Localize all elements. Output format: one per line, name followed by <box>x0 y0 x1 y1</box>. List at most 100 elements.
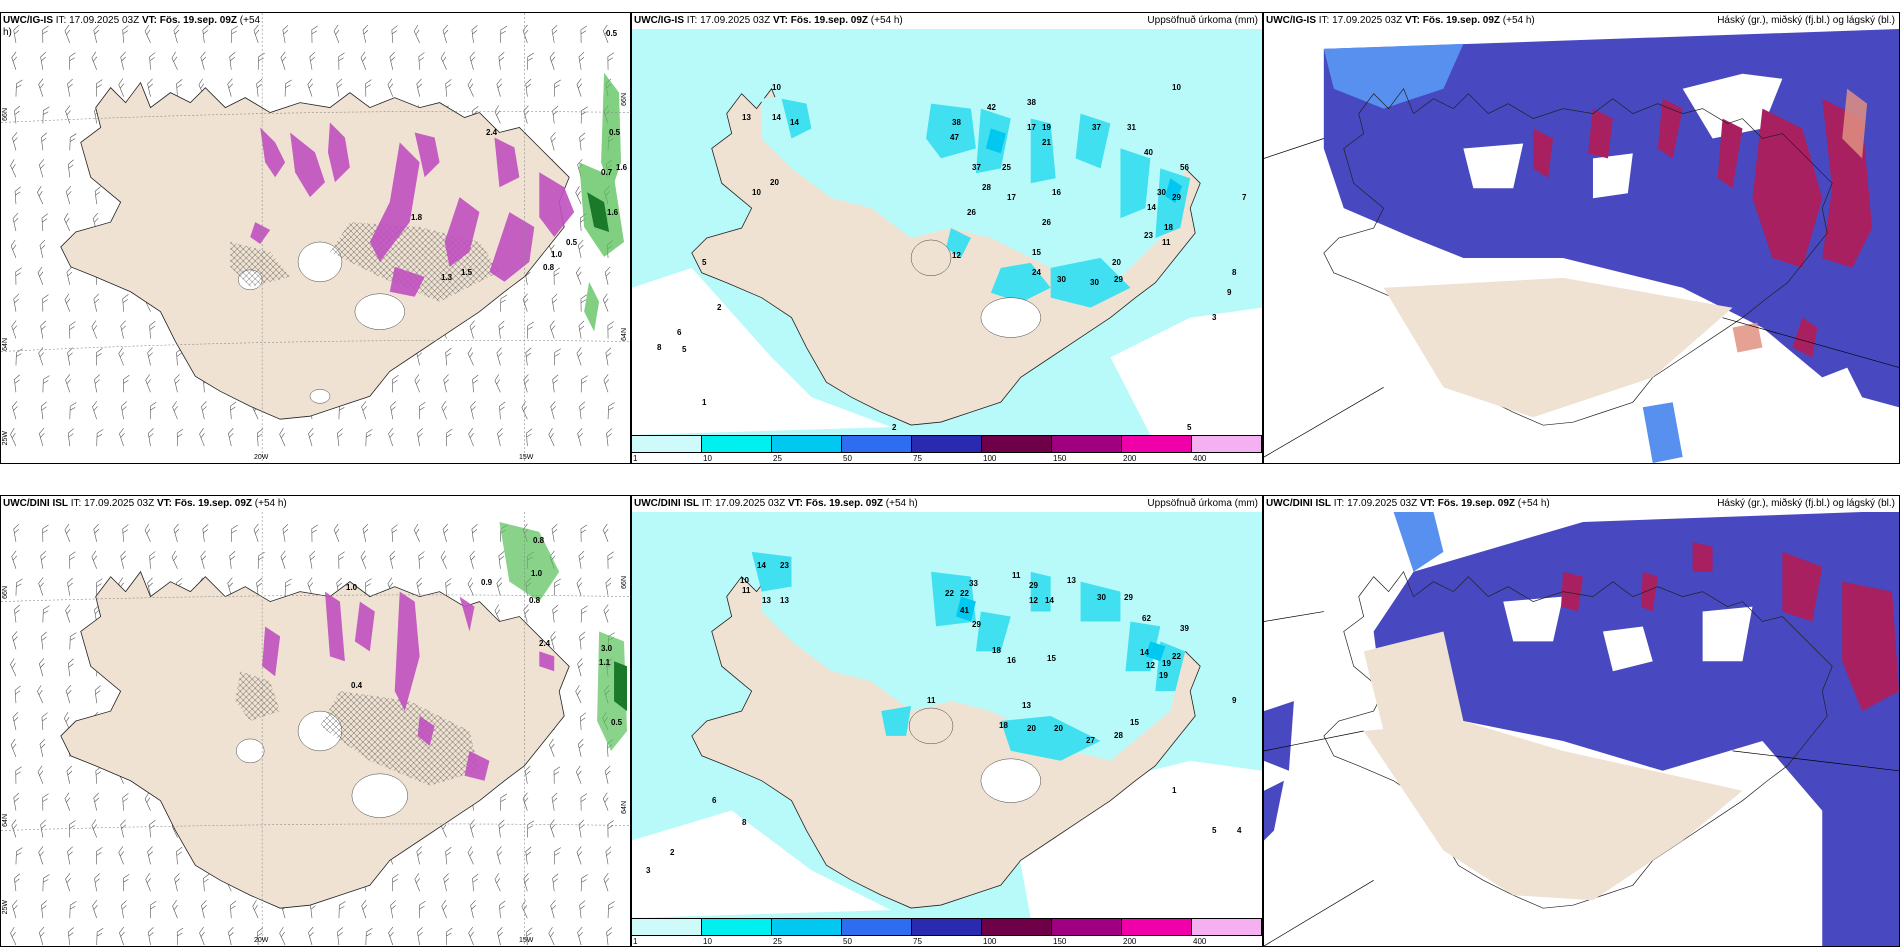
value-label: 2.4 <box>486 128 498 137</box>
lead-time: (+54 <box>237 15 261 26</box>
colorbar-tick-label: 100 <box>983 937 997 946</box>
value-label: 27 <box>1086 736 1095 745</box>
map-canvas <box>1 13 630 463</box>
wind-barb <box>65 186 72 205</box>
wind-barb <box>42 605 50 623</box>
right-lat-label-64n: 64N <box>621 328 628 341</box>
value-label: 11 <box>1162 238 1171 247</box>
wind-barb <box>69 901 77 919</box>
wind-barb <box>227 577 233 596</box>
model-name: UWC/DINI ISL <box>3 498 68 509</box>
value-label: 3 <box>646 866 651 875</box>
wind-barb <box>11 550 17 569</box>
lat-label-64n: 64N <box>2 338 9 351</box>
wind-barb <box>37 685 44 704</box>
wind-barb <box>419 401 426 420</box>
value-label: 8 <box>1232 268 1237 277</box>
value-label: 0.8 <box>533 536 545 545</box>
wind-barb <box>64 523 71 542</box>
wind-barb <box>500 25 508 43</box>
colorbar-swatch <box>842 919 912 935</box>
value-label: 19 <box>1162 659 1171 668</box>
colorbar-tick-label: 10 <box>703 937 712 946</box>
value-label: 0.5 <box>606 29 618 38</box>
wind-barb <box>69 820 76 838</box>
wind-barb <box>13 523 20 542</box>
wind-barb <box>40 51 47 70</box>
value-label: 14 <box>1140 648 1149 657</box>
wind-barb <box>579 401 586 420</box>
wind-barb <box>147 428 154 447</box>
value-label: 12 <box>1029 596 1038 605</box>
map-clouds <box>1264 512 1899 946</box>
wind-barb <box>553 847 561 865</box>
map-canvas <box>1 512 630 946</box>
wind-barb <box>67 577 73 596</box>
wind-barb <box>308 427 314 447</box>
value-label: 5 <box>1212 826 1217 835</box>
wind-barb <box>228 428 234 447</box>
wind-barb <box>91 51 98 70</box>
lon-label-25w: 25W <box>2 900 9 915</box>
value-label: 18 <box>992 646 1001 655</box>
colorbar-swatch <box>632 919 702 935</box>
wind-barb <box>92 900 98 919</box>
wind-barb <box>69 52 76 70</box>
wind-barb <box>470 900 476 919</box>
wind-barb <box>229 51 236 70</box>
wind-barb <box>413 523 420 542</box>
colorbar-swatch <box>1052 919 1122 935</box>
wind-barb <box>553 267 561 285</box>
value-label: 17 <box>1007 193 1016 202</box>
wind-barb <box>95 766 102 784</box>
value-label: 37 <box>972 163 981 172</box>
colorbar-tick-label: 200 <box>1123 937 1137 946</box>
wind-barb <box>147 577 153 596</box>
value-label: 19 <box>1159 671 1168 680</box>
wind-barb <box>391 524 398 542</box>
map-title: Uppsöfnuð úrkoma (mm) <box>1147 498 1258 509</box>
value-label: 18 <box>999 721 1008 730</box>
wind-barb <box>230 524 238 542</box>
wind-barb <box>65 374 71 393</box>
wind-barb <box>42 25 49 43</box>
wind-barb <box>472 873 479 892</box>
wind-barb <box>149 321 156 339</box>
wind-barb <box>144 523 151 542</box>
colorbar-swatch <box>1052 436 1122 452</box>
value-label: 15 <box>1032 248 1041 257</box>
wind-barb <box>523 374 530 393</box>
map-title: Háský (gr.), miðský (fj.bl.) og lágský (… <box>1717 498 1895 509</box>
wind-barb <box>252 900 259 919</box>
wind-barb <box>497 428 503 447</box>
wind-barb <box>203 873 210 892</box>
colorbar-tick-label: 150 <box>1053 937 1067 946</box>
wind-barb <box>94 374 100 393</box>
wind-barb <box>123 375 130 393</box>
wind-barb <box>553 79 561 97</box>
wind-barb <box>96 578 103 596</box>
value-label: 1.1 <box>599 658 611 667</box>
model-name: UWC/IG-IS <box>634 15 684 26</box>
wind-barb <box>445 79 452 97</box>
wind-barb <box>147 347 153 366</box>
wind-barb <box>553 766 561 784</box>
wind-barb <box>67 428 74 447</box>
wind-barb <box>38 78 44 97</box>
wind-barb <box>525 78 532 97</box>
wind-barb <box>549 738 555 757</box>
colorbar-swatch <box>1122 919 1192 935</box>
wind-barb <box>38 926 45 946</box>
wind-barb <box>416 846 423 865</box>
init-time: IT: 17.09.2025 03Z <box>699 498 788 509</box>
wind-barb <box>467 347 474 366</box>
value-label: 23 <box>1144 231 1153 240</box>
value-label: 7 <box>1242 193 1247 202</box>
colorbar-tick-label: 25 <box>773 454 782 463</box>
value-label: 5 <box>682 345 687 354</box>
wind-barb <box>337 927 343 946</box>
wind-barb <box>176 79 183 97</box>
wind-barb <box>552 374 559 393</box>
wind-barb <box>96 79 103 97</box>
wind-barb <box>147 846 153 865</box>
